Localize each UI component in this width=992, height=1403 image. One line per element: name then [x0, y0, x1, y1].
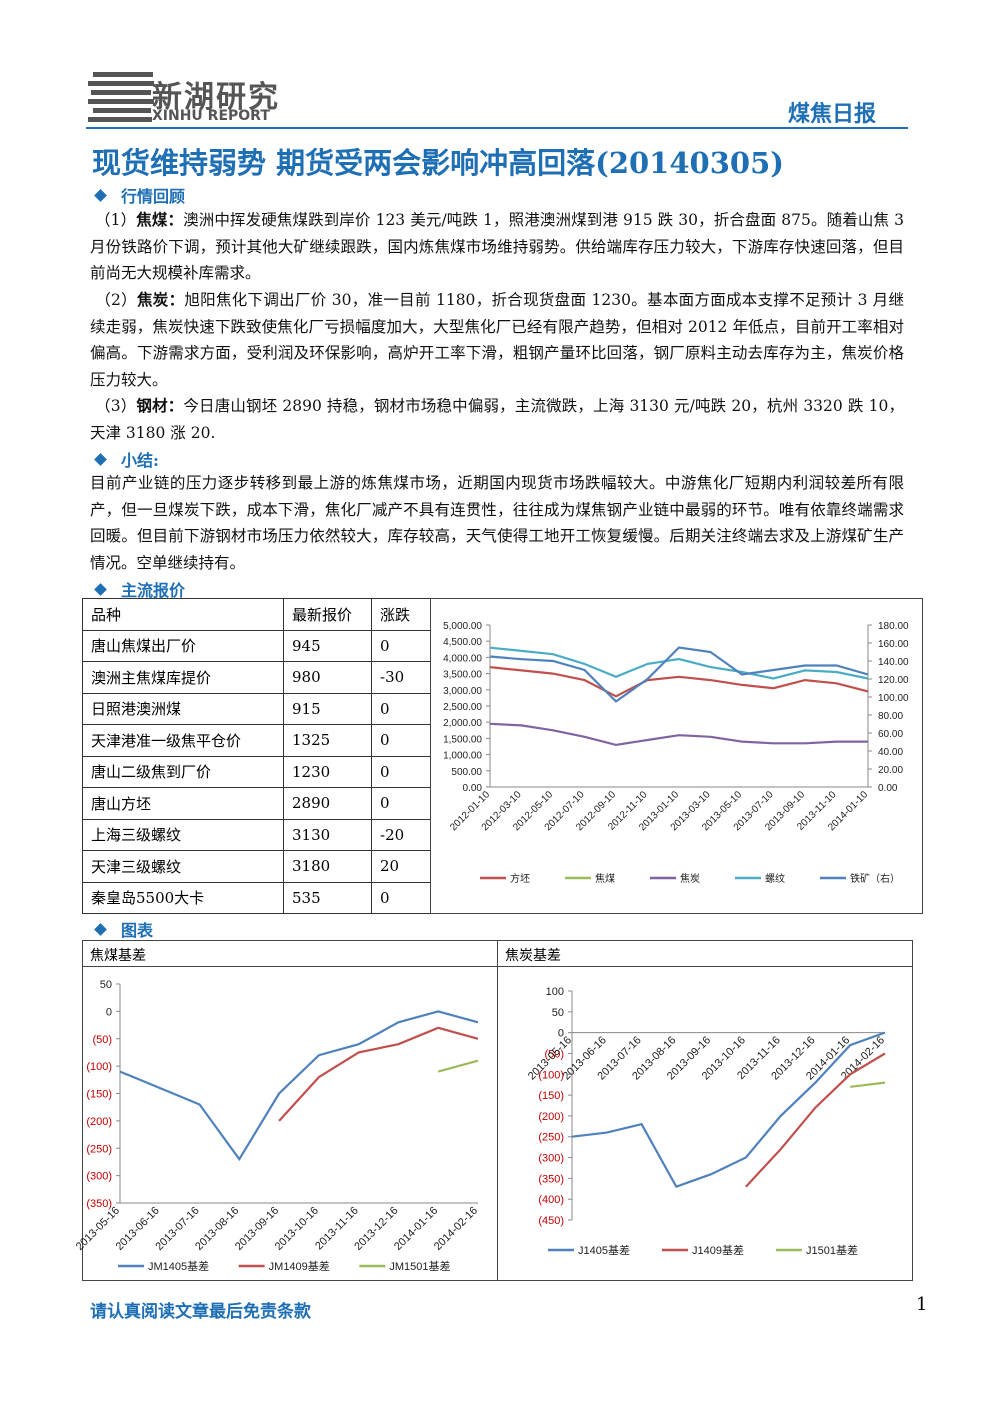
table-row: 日照港澳洲煤 915 0 — [82, 692, 431, 725]
table-cell: 唐山方坯 — [82, 787, 284, 820]
table-cell: 天津三级螺纹 — [82, 850, 284, 883]
table-cell: 0 — [371, 787, 431, 820]
table-row: 秦皇岛5500大卡 535 0 — [82, 881, 431, 914]
disclaimer: 请认真阅读文章最后免责条款 — [90, 1302, 311, 1322]
page-number: 1 — [916, 1294, 928, 1315]
table-cell: 0 — [371, 724, 431, 757]
table-cell: 915 — [283, 692, 372, 725]
table-cell: 980 — [283, 661, 372, 694]
table-row: 澳洲主焦煤库提价 980 -30 — [82, 661, 431, 694]
rule — [497, 940, 498, 1280]
table-cell: 日照港澳洲煤 — [82, 692, 284, 725]
price-table: 品种 最新报价 涨跌 唐山焦煤出厂价 945 0 澳洲主焦煤库提价 980 -30 日照港澳洲煤 9… — [82, 598, 431, 914]
paragraph: （2）焦炭：旭阳焦化下调出厂价 30，准一目前 1180，折合现货盘面 1230… — [90, 290, 904, 389]
table-cell: 最新报价 — [283, 598, 372, 631]
section-heading: 主流报价 — [94, 577, 185, 601]
table-cell: 澳洲主焦煤库提价 — [82, 661, 284, 694]
table-cell: 0 — [371, 881, 431, 914]
table-row: 唐山方坯 2890 0 — [82, 787, 431, 820]
table-cell: 天津港准一级焦平仓价 — [82, 724, 284, 757]
table-cell: 秦皇岛5500大卡 — [82, 881, 284, 914]
report-type: 煤焦日报 — [788, 101, 877, 127]
table-cell: 1230 — [283, 755, 372, 788]
table-row: 唐山焦煤出厂价 945 0 — [82, 629, 431, 662]
brand: 新湖研究 — [152, 80, 280, 115]
table-row: 唐山二级焦到厂价 1230 0 — [82, 755, 431, 788]
section-heading: 小结: — [94, 447, 159, 471]
table-cell: 20 — [371, 850, 431, 883]
table-cell: 0 — [371, 692, 431, 725]
table-cell: 0 — [371, 755, 431, 788]
table-row: 上海三级螺纹 3130 -20 — [82, 818, 431, 851]
table-cell: 1325 — [283, 724, 372, 757]
table-cell: 涨跌 — [371, 598, 431, 631]
table-cell: 上海三级螺纹 — [82, 818, 284, 851]
table-cell: 0 — [371, 629, 431, 662]
table-cell: -20 — [371, 818, 431, 851]
paragraph: 目前产业链的压力逐步转移到最上游的炼焦煤市场，近期国内现货市场跌幅较大。中游焦化… — [90, 474, 904, 572]
table-cell: 3180 — [283, 850, 372, 883]
logo-icon — [88, 72, 154, 122]
table-row: 品种 最新报价 涨跌 — [82, 598, 431, 631]
table-cell: 535 — [283, 881, 372, 914]
header-rule — [86, 127, 908, 129]
chart-title: 焦炭基差 — [505, 948, 561, 964]
brand-en: XINHU REPORT — [152, 108, 270, 124]
table-cell: 945 — [283, 629, 372, 662]
table-cell: 2890 — [283, 787, 372, 820]
section-heading: 图表 — [94, 917, 153, 941]
table-row: 天津港准一级焦平仓价 1325 0 — [82, 724, 431, 757]
chart-title: 焦煤基差 — [90, 948, 146, 964]
table-cell: 品种 — [82, 598, 284, 631]
chart-frame — [430, 598, 923, 914]
title: 现货维持弱势 期货受两会影响冲高回落(20140305) — [92, 146, 784, 180]
table-cell: 3130 — [283, 818, 372, 851]
table-cell: 唐山焦煤出厂价 — [82, 629, 284, 662]
section-heading: 行情回顾 — [94, 183, 185, 207]
table-row: 天津三级螺纹 3180 20 — [82, 850, 431, 883]
table-cell: 唐山二级焦到厂价 — [82, 755, 284, 788]
paragraph: （1）焦煤：澳洲中挥发硬焦煤跌到岸价 123 美元/吨跌 1，照港澳洲煤到港 9… — [90, 210, 904, 282]
table-cell: -30 — [371, 661, 431, 694]
paragraph: （3）钢材：今日唐山钢坯 2890 持稳，钢材市场稳中偏弱，主流微跌，上海 31… — [90, 396, 904, 442]
